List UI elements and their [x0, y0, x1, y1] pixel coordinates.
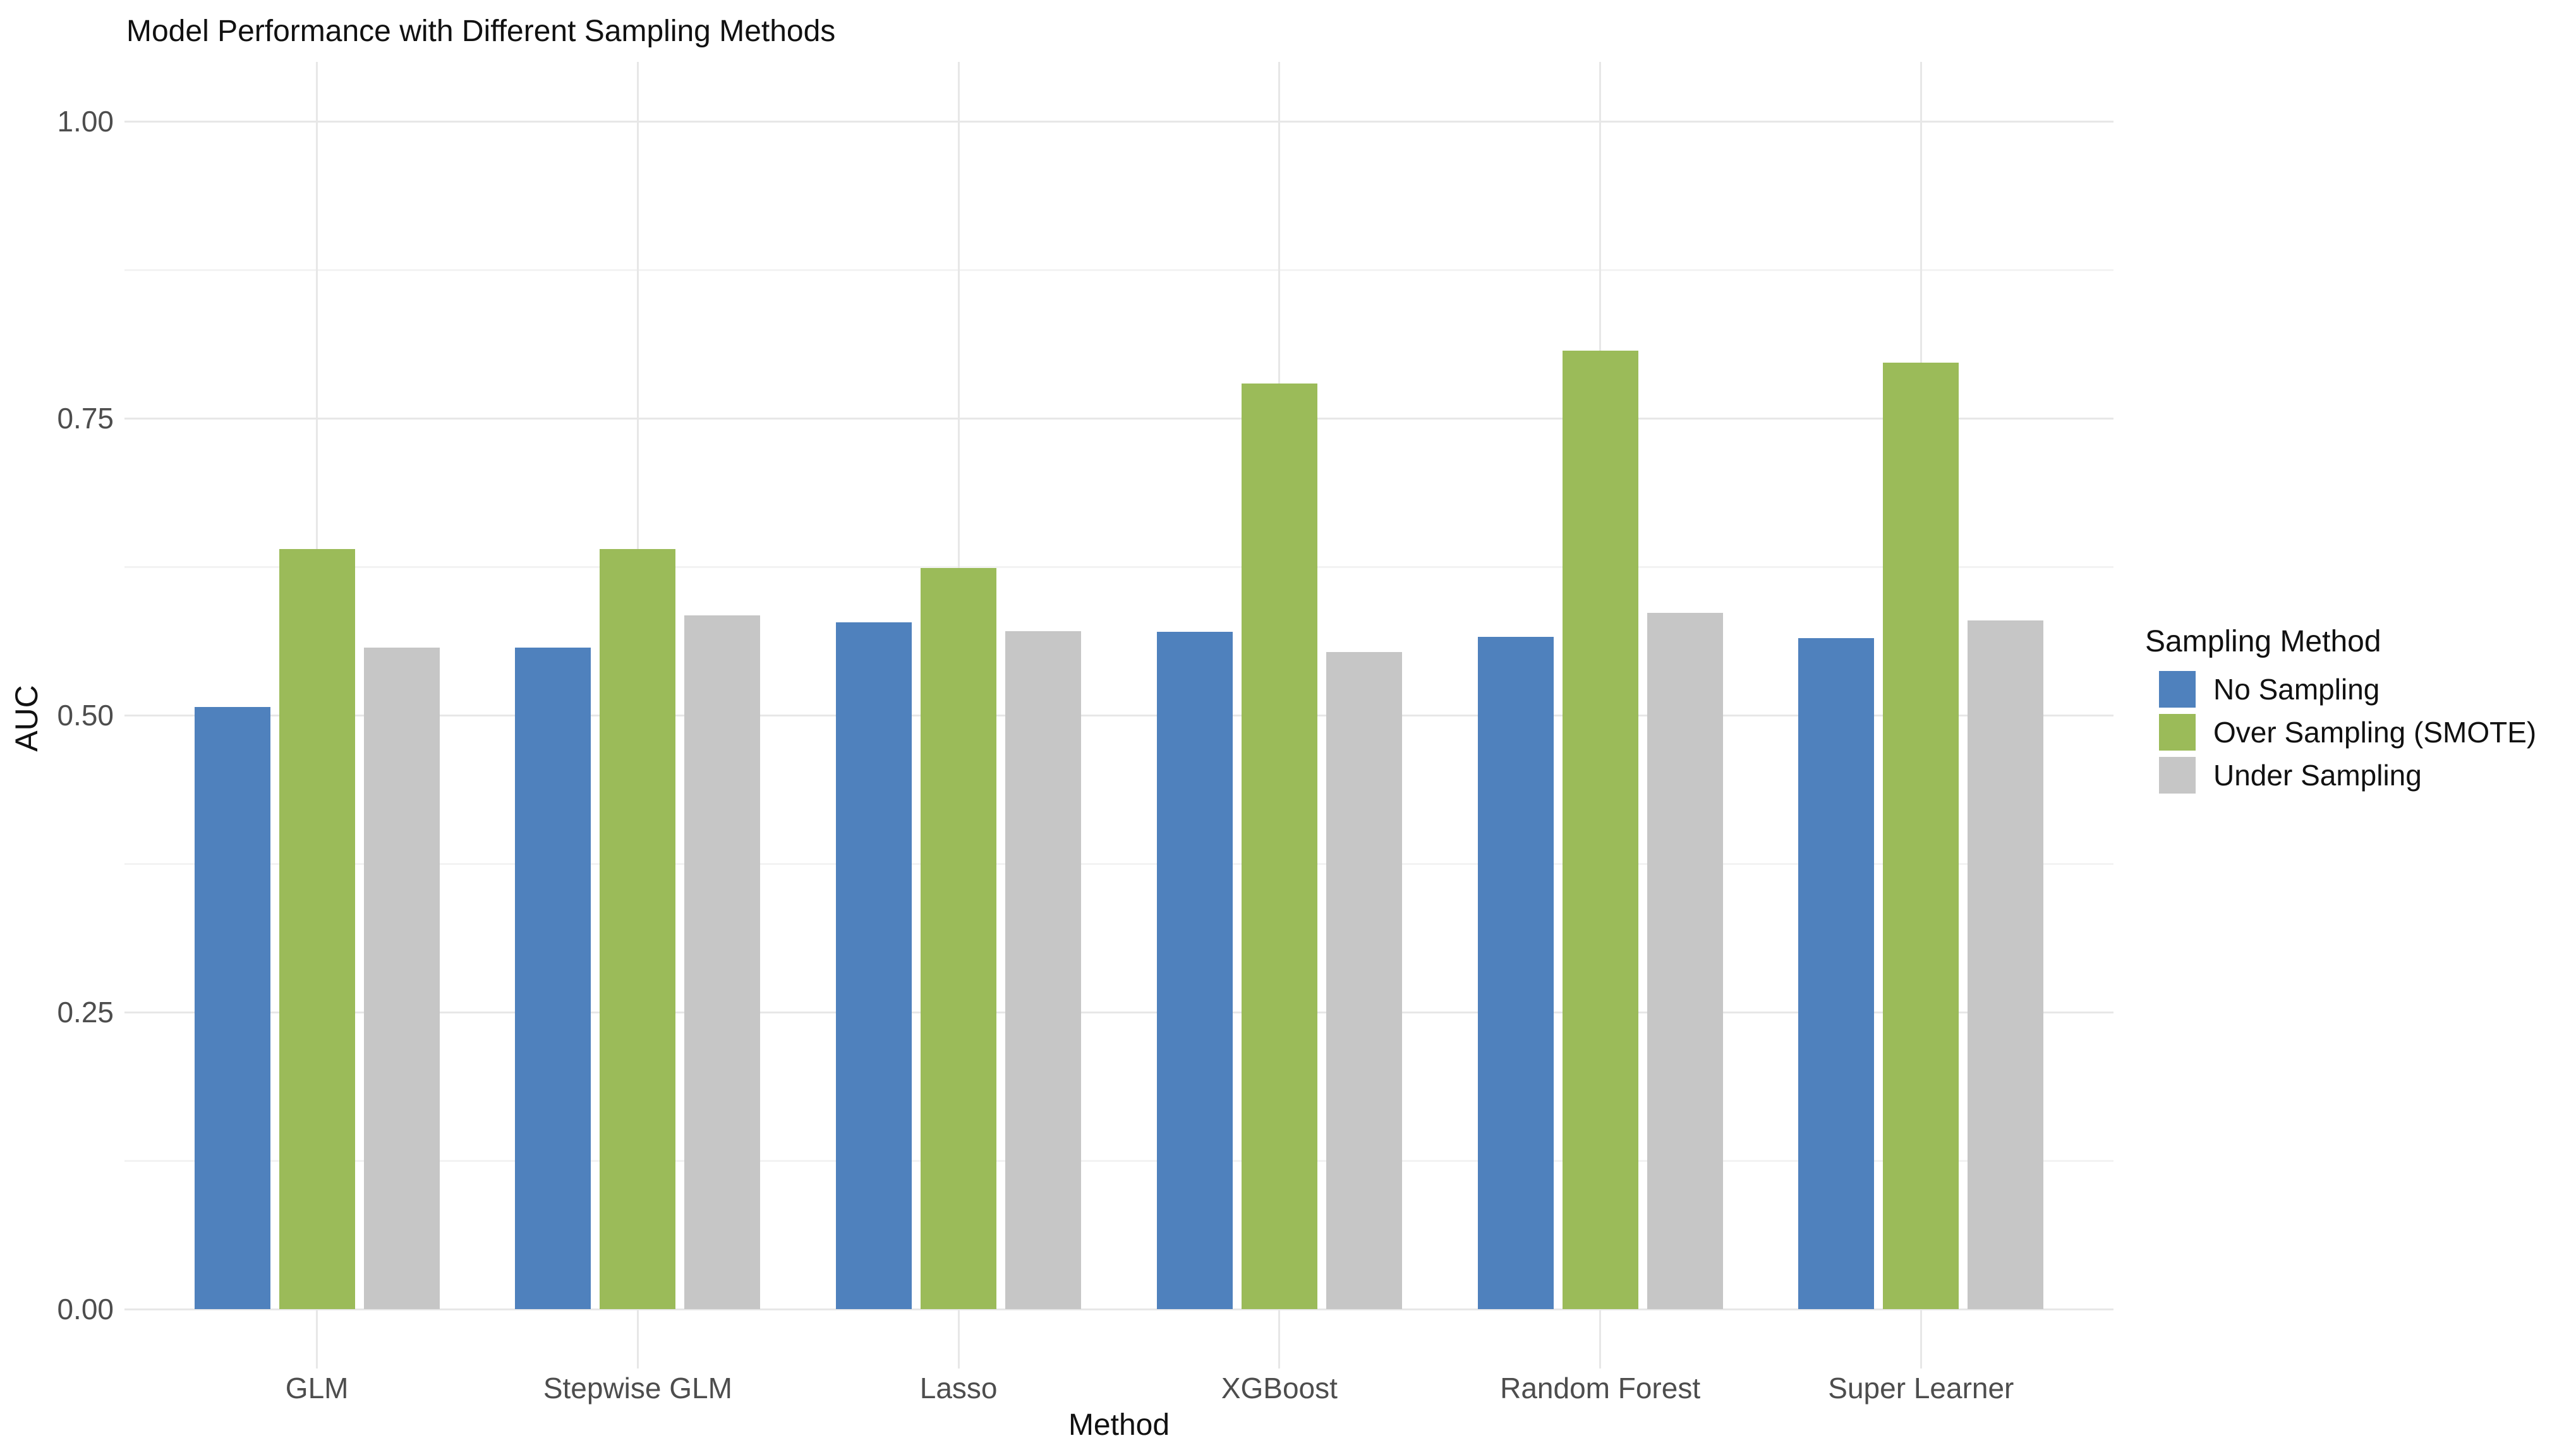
legend-item: Under Sampling — [2145, 757, 2562, 794]
gridline-minor — [124, 1159, 2113, 1162]
bar-over-sampling-smote-super-learner — [1883, 362, 1959, 1309]
legend-swatch-no-sampling — [2159, 671, 2196, 708]
x-tick-label: Random Forest — [1500, 1372, 1701, 1405]
legend-items: No Sampling Over Sampling (SMOTE) Under Sa… — [2145, 671, 2562, 794]
bar-no-sampling-lasso — [836, 622, 912, 1309]
bar-over-sampling-smote-stepwise-glm — [600, 548, 676, 1309]
legend-title: Sampling Method — [2145, 625, 2381, 658]
legend-item: Over Sampling (SMOTE) — [2145, 714, 2562, 751]
bar-over-sampling-smote-xgboost — [1241, 384, 1317, 1309]
bar-no-sampling-glm — [194, 706, 270, 1309]
y-tick-label: 0.00 — [57, 1293, 114, 1326]
gridline-major — [124, 417, 2113, 420]
x-tick-label: GLM — [285, 1372, 349, 1405]
x-axis-title: Method — [1068, 1408, 1170, 1442]
legend-item: No Sampling — [2145, 671, 2562, 708]
gridline-minor — [124, 565, 2113, 568]
bar-under-sampling-super-learner — [1968, 620, 2044, 1309]
y-tick-label: 0.75 — [57, 402, 114, 435]
bar-under-sampling-lasso — [1005, 631, 1082, 1309]
gridline-major — [124, 1011, 2113, 1013]
legend-item-label: No Sampling — [2213, 673, 2380, 706]
bar-no-sampling-super-learner — [1798, 637, 1875, 1309]
bar-under-sampling-random-forest — [1647, 613, 1723, 1309]
legend-item-label: Over Sampling (SMOTE) — [2213, 716, 2537, 749]
chart-title: Model Performance with Different Samplin… — [126, 15, 836, 48]
legend: Sampling Method No Sampling Over Sampling… — [2145, 624, 2562, 800]
x-tick-label: Stepwise GLM — [543, 1372, 732, 1405]
y-tick-label: 1.00 — [57, 105, 114, 138]
bar-no-sampling-random-forest — [1477, 636, 1554, 1309]
gridline-major — [124, 714, 2113, 716]
gridline-minor — [124, 269, 2113, 271]
bar-over-sampling-smote-lasso — [921, 567, 997, 1309]
x-tick-label: Super Learner — [1828, 1372, 2014, 1405]
bar-under-sampling-xgboost — [1326, 652, 1402, 1309]
y-tick-label: 0.50 — [57, 699, 114, 732]
gridline-major — [124, 1308, 2113, 1310]
gridline-minor — [124, 862, 2113, 865]
y-tick-label: 0.25 — [57, 996, 114, 1029]
bar-no-sampling-stepwise-glm — [515, 647, 591, 1309]
legend-item-label: Under Sampling — [2213, 759, 2422, 792]
bar-over-sampling-smote-glm — [279, 548, 355, 1309]
plot-panel — [124, 62, 2113, 1368]
legend-swatch-over-sampling-smote — [2159, 714, 2196, 751]
x-tick-label: XGBoost — [1221, 1372, 1338, 1405]
bar-under-sampling-glm — [363, 647, 440, 1309]
bar-no-sampling-xgboost — [1156, 632, 1233, 1309]
legend-swatch-under-sampling — [2159, 757, 2196, 794]
bar-over-sampling-smote-random-forest — [1562, 350, 1638, 1309]
gridline-major — [124, 120, 2113, 123]
x-tick-label: Lasso — [919, 1372, 998, 1405]
bar-under-sampling-stepwise-glm — [684, 615, 761, 1309]
